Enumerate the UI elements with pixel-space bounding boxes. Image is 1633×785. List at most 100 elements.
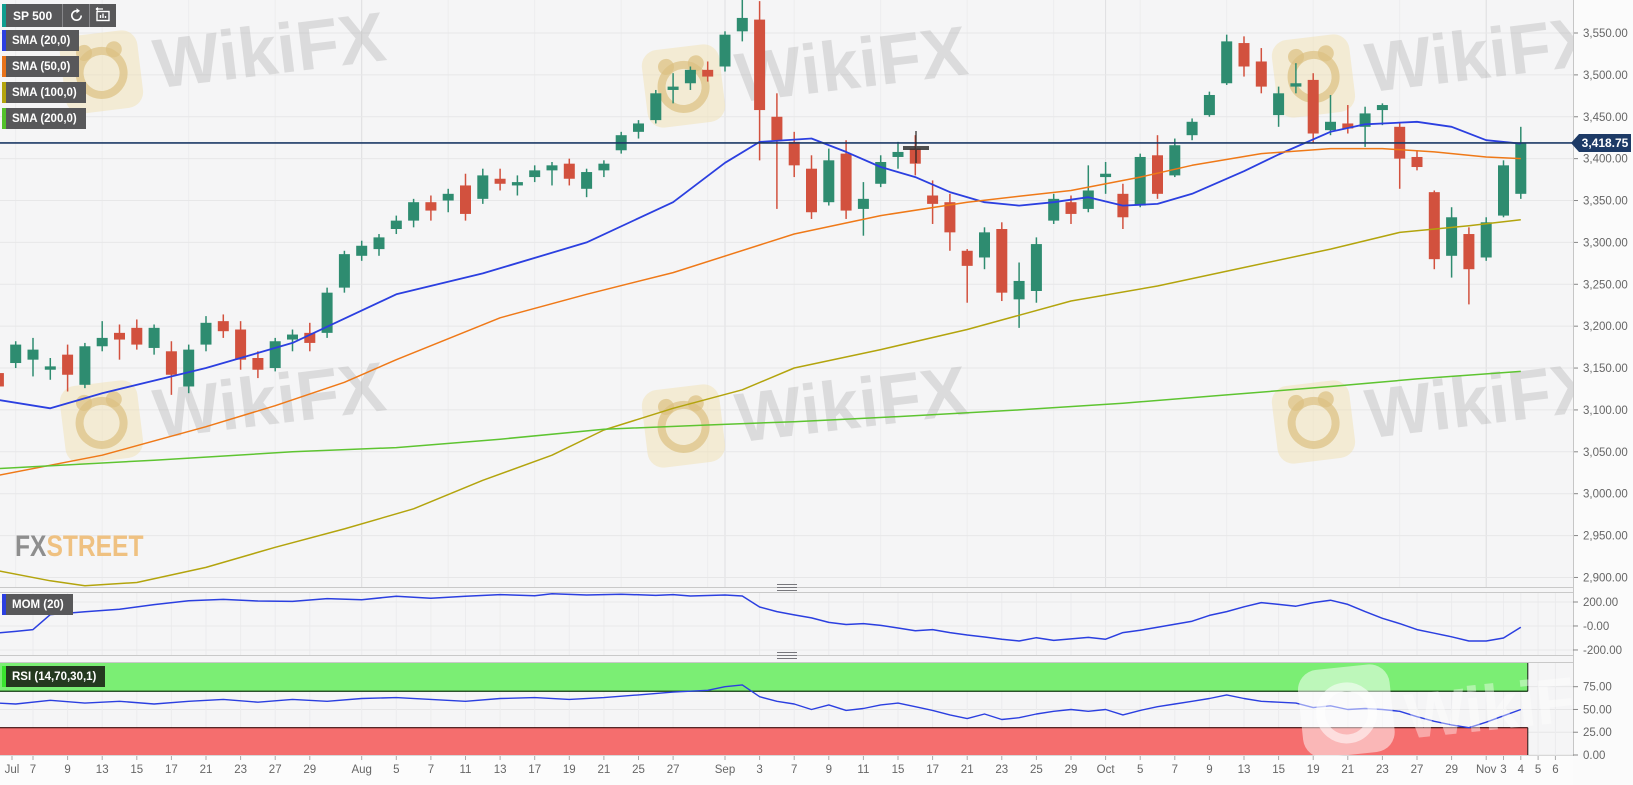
date-tick-label: 7 <box>428 764 434 776</box>
candle-body <box>1376 105 1388 111</box>
legend-sma100-label: SMA (100,0) <box>12 86 77 99</box>
mom-tick-label: 200.00 <box>1583 597 1618 609</box>
date-tick-label: 5 <box>393 764 399 776</box>
date-tick-label: 23 <box>1376 764 1389 776</box>
measure-button[interactable] <box>89 4 117 27</box>
candle-body <box>460 185 471 214</box>
date-tick-label: 15 <box>892 764 905 776</box>
date-tick-label: 13 <box>494 764 507 776</box>
legend-sma20[interactable]: SMA (20,0) <box>2 30 80 51</box>
date-tick-label: 6 <box>1552 764 1558 776</box>
candle-body <box>338 254 350 288</box>
price-tick-label: 3,500.00 <box>1583 70 1628 82</box>
candle-body <box>1411 156 1423 168</box>
candle-body <box>736 17 748 32</box>
rsi-chip-label: RSI (14,70,30,1) <box>12 670 97 683</box>
candle-body <box>961 250 973 266</box>
main-plot-area[interactable] <box>0 0 1573 587</box>
legend-sma50[interactable]: SMA (50,0) <box>2 56 80 77</box>
rsi-oversold-band <box>0 727 1528 755</box>
date-tick-label: 29 <box>303 764 316 776</box>
sma-line-2 <box>0 219 1521 587</box>
date-tick-label: 11 <box>857 764 869 776</box>
candle-body <box>252 357 264 370</box>
rsi-chip[interactable]: RSI (14,70,30,1) <box>2 666 106 687</box>
fxstreet-logo: FXSTREET <box>15 530 143 564</box>
candle-body <box>235 329 247 360</box>
candle-body <box>165 351 177 375</box>
candle-body <box>96 337 108 347</box>
mom-chip[interactable]: MOM (20) <box>2 594 73 615</box>
price-tick-label: 3,350.00 <box>1583 196 1628 208</box>
candle-body <box>511 182 523 186</box>
date-tick-label: 3 <box>1500 764 1506 776</box>
candle-body <box>304 332 316 343</box>
price-axis-strip <box>1573 0 1633 785</box>
mom-tick-label: -200.00 <box>1583 645 1622 657</box>
price-axis: 3,550.00 3,500.00 3,450.00 3,400.00 3,350.00… <box>1573 28 1628 584</box>
fxstreet-logo-street: STREET <box>46 530 144 563</box>
mom-plot-area[interactable] <box>0 593 1573 655</box>
date-tick-label: 19 <box>563 764 576 776</box>
rsi-tick-label: 50.00 <box>1583 704 1612 716</box>
candle-body <box>598 163 610 171</box>
candle-body <box>44 366 56 370</box>
rsi-tick-label: 75.00 <box>1583 682 1612 694</box>
current-price-badge: 3,418.75 <box>1571 133 1631 152</box>
date-tick-label: 9 <box>64 764 70 776</box>
candle-body <box>321 292 333 333</box>
candle-body <box>131 327 143 345</box>
candle-body <box>823 160 835 203</box>
wikifx-watermark: WikiFX <box>1271 347 1573 464</box>
candle-body <box>269 341 281 369</box>
legend-sma200[interactable]: SMA (200,0) <box>2 108 86 129</box>
date-tick-label: Jul <box>5 764 20 776</box>
date-axis: Jul 7 9 13 15 17 21 23 27 29 Aug 5 7 11 13 17 19 21 25 27 Se… <box>5 756 1559 776</box>
candle-body <box>1446 217 1458 256</box>
panel-resize-grip-main-mom[interactable] <box>777 584 797 591</box>
candle-body <box>27 349 39 360</box>
candle-body <box>1030 244 1042 291</box>
candle-body <box>477 175 489 199</box>
candle-body <box>494 178 506 184</box>
symbol-chip[interactable]: SP 500 <box>2 4 63 27</box>
date-tick-label: Nov <box>1476 764 1497 776</box>
date-tick-label: 9 <box>1206 764 1212 776</box>
candle-body <box>1273 93 1285 116</box>
price-tick-label: 3,400.00 <box>1583 154 1628 166</box>
date-tick-label: 13 <box>1238 764 1251 776</box>
date-tick-label: 25 <box>632 764 645 776</box>
date-tick-label: 23 <box>234 764 247 776</box>
candle-body <box>1428 192 1440 260</box>
date-tick-label: 15 <box>130 764 143 776</box>
date-tick-label: 29 <box>1445 764 1458 776</box>
candle-body <box>1480 222 1492 258</box>
date-tick-label: Oct <box>1097 764 1116 776</box>
mom-chip-label: MOM (20) <box>12 598 64 611</box>
date-tick-label: 3 <box>756 764 762 776</box>
date-tick-label: 21 <box>961 764 974 776</box>
candle-body <box>1169 145 1181 176</box>
candle-body <box>702 69 714 77</box>
price-tick-label: 3,250.00 <box>1583 279 1628 291</box>
candle-body <box>1498 165 1509 216</box>
rsi-plot-area[interactable] <box>0 663 1573 755</box>
price-tick-label: 3,000.00 <box>1583 489 1628 501</box>
date-tick-label: 23 <box>995 764 1008 776</box>
candle-body <box>114 332 125 340</box>
candle-body <box>857 198 869 209</box>
legend-sma100[interactable]: SMA (100,0) <box>2 82 86 103</box>
price-tick-label: 3,300.00 <box>1583 237 1628 249</box>
candle-body <box>10 344 22 364</box>
candle-body <box>546 165 558 171</box>
rsi-panel: 75.00 50.00 25.00 0.00 <box>0 663 1612 762</box>
candle-body <box>1082 190 1094 209</box>
candle-body <box>1152 155 1163 194</box>
date-tick-label: 27 <box>269 764 282 776</box>
candle-body <box>1013 280 1025 300</box>
candle-body <box>944 202 956 233</box>
refresh-button[interactable] <box>62 4 90 27</box>
panel-resize-grip-mom-rsi[interactable] <box>777 652 797 659</box>
candle-body <box>771 116 783 141</box>
legend-sma200-label: SMA (200,0) <box>12 112 77 125</box>
